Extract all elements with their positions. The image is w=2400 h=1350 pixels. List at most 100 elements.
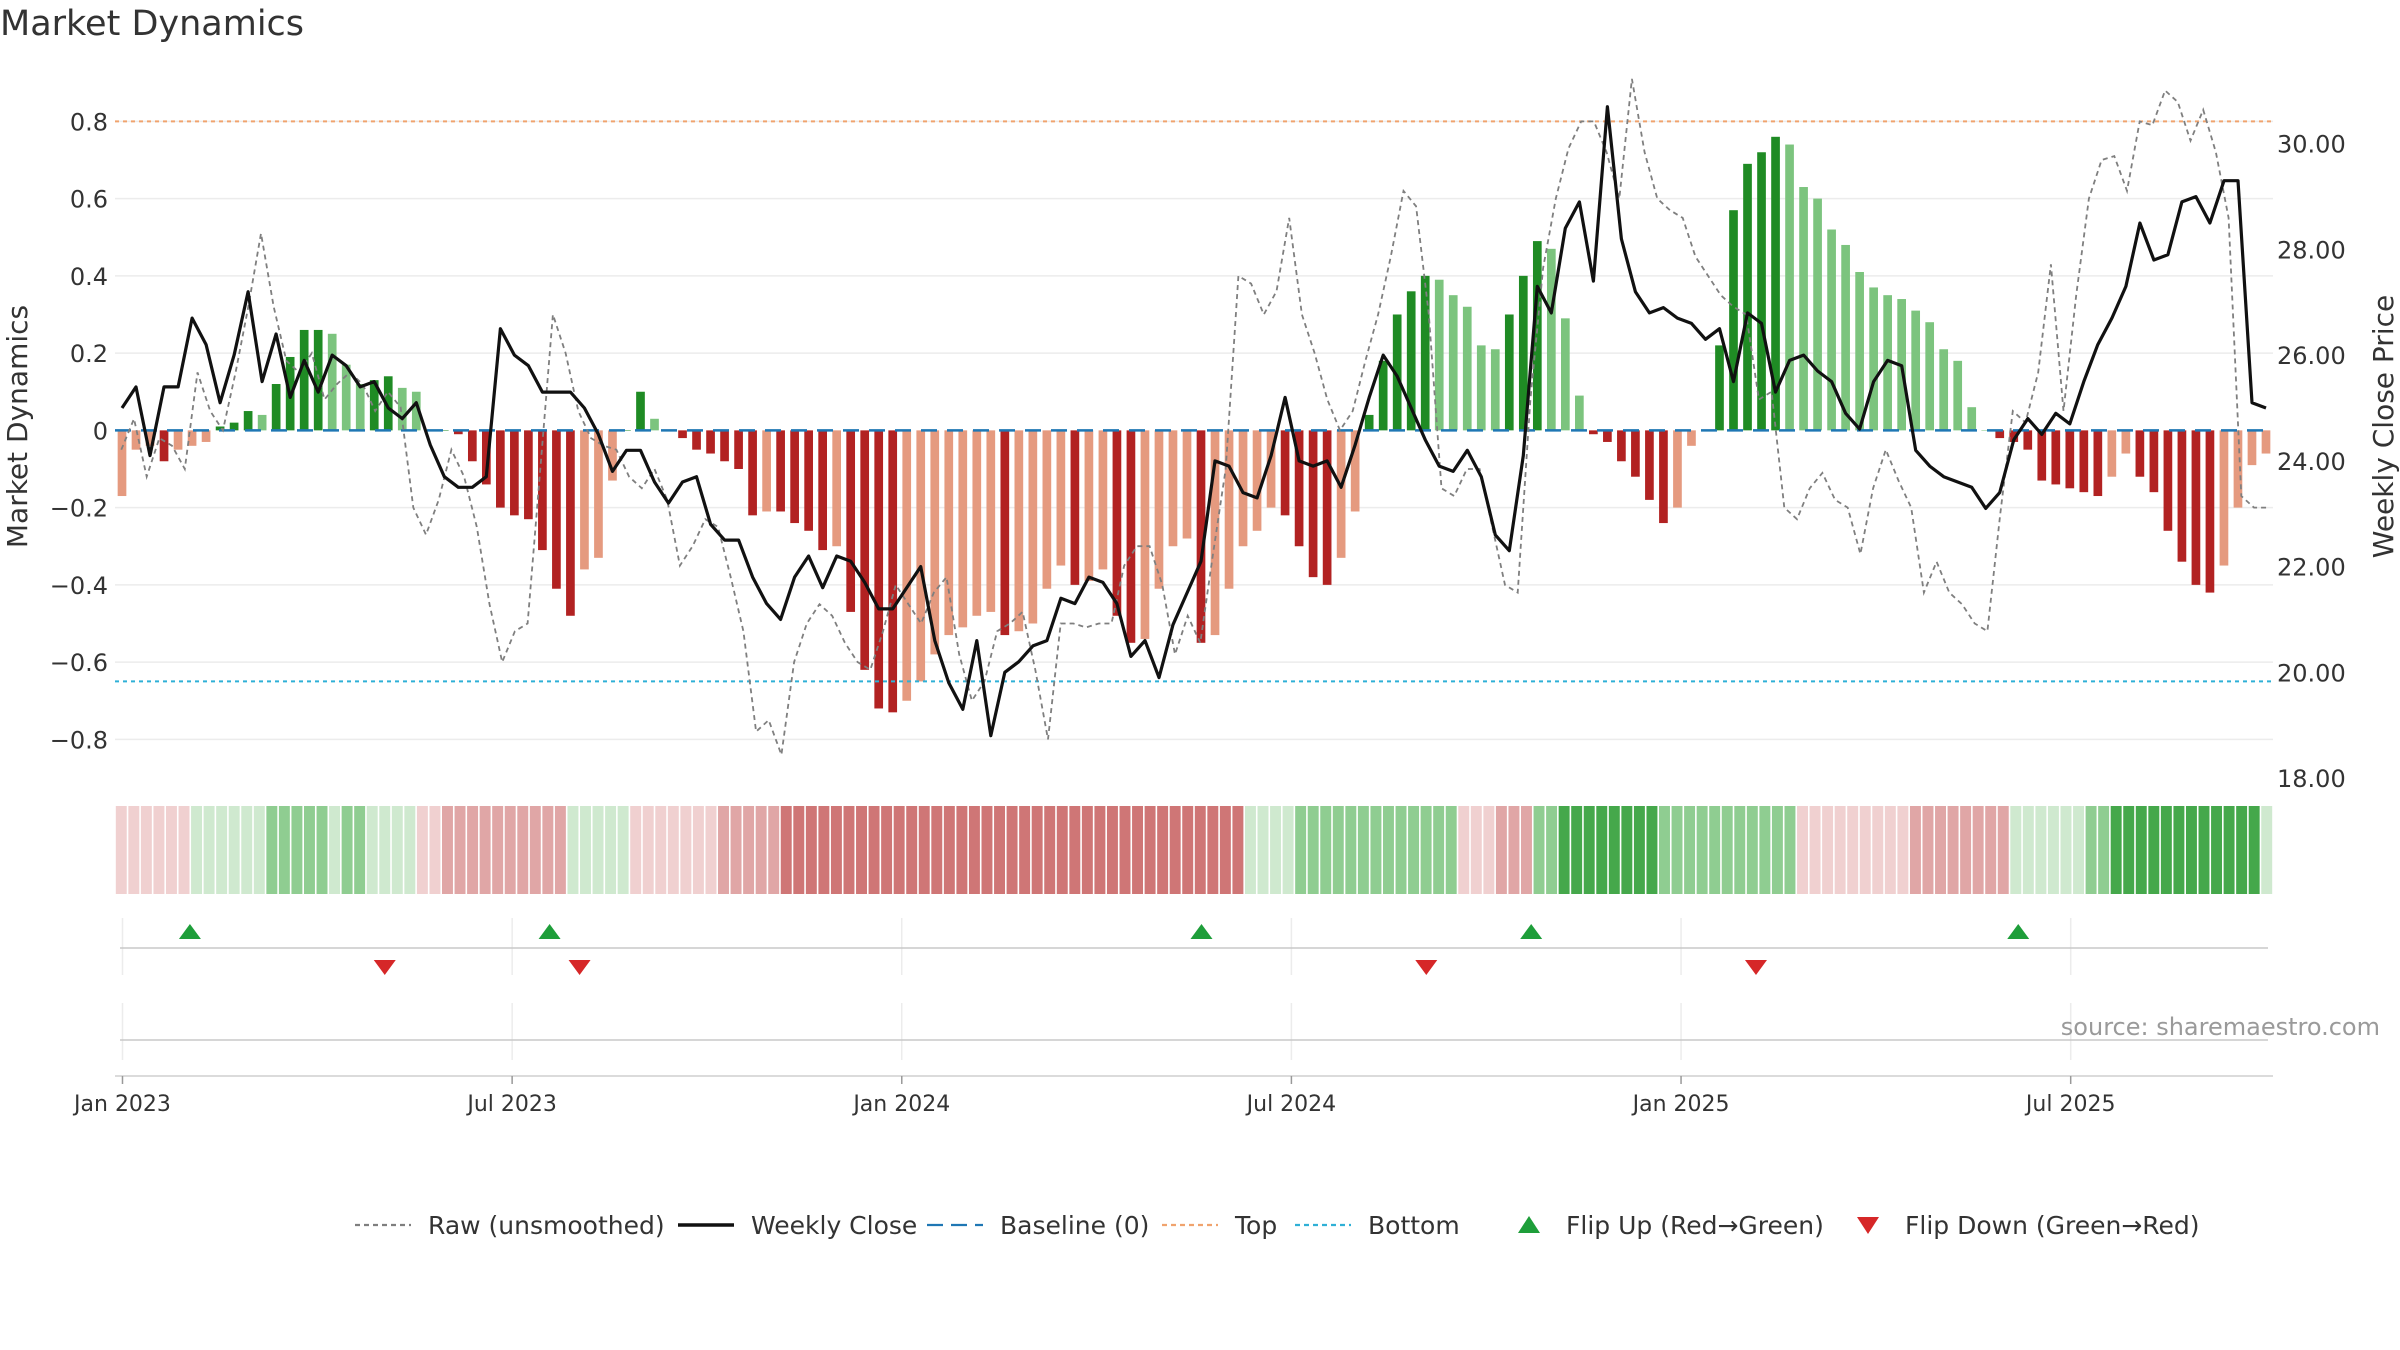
momentum-bar bbox=[341, 364, 351, 431]
y-right-tick-label: 24.00 bbox=[2277, 448, 2346, 476]
momentum-bar bbox=[1070, 430, 1080, 585]
regime-strip-cell bbox=[1985, 806, 1997, 894]
momentum-bar bbox=[1406, 291, 1416, 431]
momentum-bar bbox=[271, 384, 281, 431]
regime-strip-cell bbox=[2085, 806, 2097, 894]
momentum-bar bbox=[467, 430, 477, 462]
regime-strip-cell bbox=[1997, 806, 2009, 894]
momentum-bar bbox=[2037, 430, 2047, 481]
flip-up-marker bbox=[2007, 924, 2030, 939]
flip-up-marker bbox=[538, 924, 561, 939]
regime-strip-cell bbox=[642, 806, 654, 894]
momentum-bar bbox=[636, 391, 645, 431]
momentum-bar bbox=[397, 387, 407, 431]
momentum-bar bbox=[846, 430, 856, 612]
momentum-bar bbox=[720, 430, 729, 462]
regime-strip-cell bbox=[994, 806, 1006, 894]
regime-strip-cell bbox=[379, 806, 391, 894]
momentum-bar bbox=[1364, 414, 1374, 431]
momentum-bar bbox=[538, 430, 547, 551]
regime-strip-cell bbox=[253, 806, 265, 894]
momentum-bar bbox=[818, 430, 827, 551]
momentum-bar bbox=[1210, 430, 1220, 636]
momentum-bar bbox=[1504, 314, 1514, 431]
regime-strip-cell bbox=[1332, 806, 1344, 894]
regime-strip-cell bbox=[391, 806, 403, 894]
momentum-bar bbox=[2065, 430, 2075, 489]
regime-strip-cell bbox=[780, 806, 792, 894]
regime-strip-cell bbox=[1922, 806, 1934, 894]
regime-strip-cell bbox=[1219, 806, 1231, 894]
momentum-bar bbox=[832, 430, 842, 547]
momentum-bar bbox=[1238, 430, 1248, 547]
regime-strip-cell bbox=[1684, 806, 1696, 894]
regime-strip-cell bbox=[529, 806, 541, 894]
momentum-bar bbox=[1434, 279, 1444, 431]
regime-strip-cell bbox=[1081, 806, 1093, 894]
momentum-bar bbox=[411, 391, 421, 431]
momentum-bar bbox=[1378, 360, 1388, 431]
y-left-tick-label: −0.6 bbox=[50, 649, 108, 677]
regime-strip-cell bbox=[1483, 806, 1495, 894]
momentum-bar bbox=[1925, 322, 1935, 431]
regime-strip-cell bbox=[1257, 806, 1269, 894]
regime-strip-cell bbox=[1069, 806, 1081, 894]
regime-strip-cell bbox=[2261, 806, 2273, 894]
y-left-axis-title: Market Dynamics bbox=[1, 305, 34, 548]
regime-strip-cell bbox=[818, 806, 830, 894]
regime-strip-cell bbox=[1232, 806, 1244, 894]
momentum-bar bbox=[2149, 430, 2159, 493]
momentum-bar bbox=[580, 430, 589, 570]
legend-label: Baseline (0) bbox=[1000, 1211, 1149, 1240]
regime-strip-cell bbox=[881, 806, 893, 894]
regime-strip-cell bbox=[542, 806, 554, 894]
flip-up-marker bbox=[1520, 924, 1543, 939]
regime-strip-cell bbox=[203, 806, 215, 894]
regime-strip-cell bbox=[592, 806, 604, 894]
momentum-bar bbox=[1532, 241, 1542, 431]
regime-strip-cell bbox=[1433, 806, 1445, 894]
regime-strip-cell bbox=[743, 806, 755, 894]
regime-strip-cell bbox=[1144, 806, 1156, 894]
regime-strip-cell bbox=[730, 806, 742, 894]
regime-strip-cell bbox=[554, 806, 566, 894]
weekly-close-line bbox=[120, 105, 2267, 738]
regime-strip-cell bbox=[1671, 806, 1683, 894]
regime-strip-cell bbox=[805, 806, 817, 894]
regime-strip-cell bbox=[1646, 806, 1658, 894]
legend-label: Top bbox=[1234, 1211, 1277, 1240]
momentum-bar bbox=[117, 430, 127, 497]
regime-strip-cell bbox=[165, 806, 177, 894]
momentum-bar bbox=[1336, 430, 1346, 558]
regime-strip-cell bbox=[442, 806, 453, 894]
regime-strip-cell bbox=[1458, 806, 1470, 894]
y-left-tick-label: −0.2 bbox=[50, 495, 108, 523]
regime-strip-cell bbox=[278, 806, 290, 894]
y-right-axis-title: Weekly Close Price bbox=[2367, 295, 2400, 558]
regime-strip-cell bbox=[504, 806, 516, 894]
regime-strip-cell bbox=[416, 806, 428, 894]
momentum-bar bbox=[2177, 430, 2187, 562]
momentum-bar bbox=[678, 430, 687, 439]
legend-label: Flip Down (Green→Red) bbox=[1905, 1211, 2200, 1240]
momentum-bar bbox=[2205, 430, 2215, 593]
regime-strip-cell bbox=[1897, 806, 1909, 894]
regime-strip-cell bbox=[705, 806, 717, 894]
regime-strip-cell bbox=[2060, 806, 2072, 894]
flip-down-marker bbox=[373, 960, 396, 975]
momentum-bar bbox=[1196, 430, 1206, 643]
regime-strip-cell bbox=[1132, 806, 1144, 894]
momentum-bar bbox=[369, 380, 379, 431]
momentum-bar bbox=[1518, 275, 1528, 431]
momentum-bar bbox=[1098, 430, 1108, 570]
regime-strip-cell bbox=[1960, 806, 1972, 894]
momentum-bar bbox=[1028, 430, 1038, 624]
regime-strip-cell bbox=[1583, 806, 1595, 894]
legend: Raw (unsmoothed) Weekly Close Baseline (0)… bbox=[355, 1211, 2200, 1240]
momentum-bar bbox=[496, 430, 505, 508]
regime-strip-cell bbox=[2098, 806, 2110, 894]
regime-strip-cell bbox=[1207, 806, 1219, 894]
regime-strip-cell bbox=[1696, 806, 1708, 894]
regime-strip-cell bbox=[1784, 806, 1796, 894]
momentum-bar bbox=[2233, 430, 2243, 508]
